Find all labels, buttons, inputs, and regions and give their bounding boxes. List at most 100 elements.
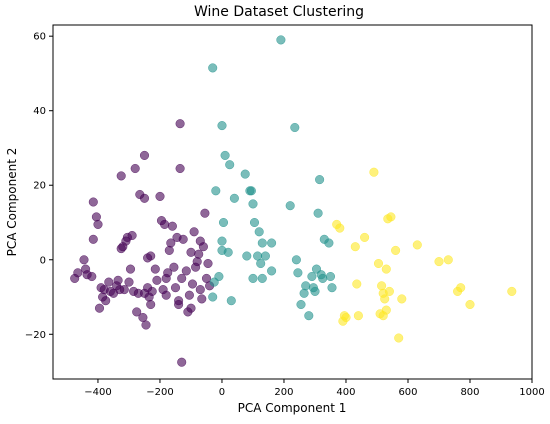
data-point [94, 303, 105, 313]
x-tick-label: 1000 [519, 387, 544, 398]
data-point [299, 288, 309, 298]
data-point [170, 283, 181, 293]
data-point [150, 264, 160, 274]
data-point [195, 236, 205, 246]
data-point [276, 35, 286, 45]
data-point [116, 171, 126, 181]
data-point [217, 121, 227, 131]
data-point [341, 312, 351, 323]
data-point [104, 277, 114, 287]
y-axis-label: PCA Component 2 [5, 148, 19, 257]
data-point [197, 294, 207, 304]
data-point [87, 271, 97, 282]
data-point [507, 286, 517, 296]
data-point [169, 262, 179, 272]
data-point [285, 201, 295, 211]
data-point [211, 186, 221, 196]
data-point [248, 199, 258, 209]
data-point [79, 255, 89, 265]
data-point [391, 245, 401, 255]
data-point [301, 281, 311, 291]
data-point [93, 219, 103, 229]
data-point [175, 163, 185, 174]
cluster-1-points [208, 35, 337, 321]
data-point [113, 275, 123, 285]
data-point [220, 150, 230, 160]
data-point [186, 303, 196, 313]
data-point [378, 288, 388, 298]
data-point [146, 251, 156, 261]
y-axis: −20 0 20 40 60 [25, 32, 53, 341]
data-point [139, 193, 150, 203]
x-tick-label: −400 [84, 387, 111, 398]
y-tick-label: −20 [25, 330, 46, 341]
plot-frame [52, 24, 533, 380]
data-point [225, 160, 235, 170]
data-point [218, 217, 229, 228]
x-tick-label: 400 [336, 387, 355, 398]
data-point [125, 264, 136, 274]
data-point [146, 299, 156, 310]
data-point [223, 247, 233, 257]
data-point [256, 258, 266, 269]
data-point [139, 150, 150, 160]
data-point [307, 271, 317, 282]
data-point [465, 299, 475, 310]
data-point [325, 271, 336, 282]
data-point [257, 273, 267, 283]
x-axis: −400 −200 0 200 400 600 800 1000 [84, 379, 545, 398]
data-point [254, 227, 264, 237]
y-tick-label: 60 [33, 32, 46, 43]
chart-title: Wine Dataset Clustering [194, 4, 364, 20]
data-point [164, 245, 174, 255]
data-point [187, 279, 198, 289]
cluster-2-points [332, 167, 517, 343]
data-point [127, 230, 137, 241]
data-point [260, 251, 270, 261]
data-point [313, 208, 323, 218]
y-tick-label: 20 [33, 181, 46, 192]
data-point [352, 279, 362, 289]
data-point [177, 357, 187, 367]
data-point [141, 320, 151, 330]
data-point [381, 264, 391, 274]
data-point [160, 219, 170, 229]
data-point [139, 288, 150, 298]
data-point [242, 251, 252, 261]
data-point [373, 258, 384, 269]
data-point [267, 238, 277, 248]
x-axis-label: PCA Component 1 [238, 401, 347, 415]
x-tick-label: 800 [460, 387, 479, 398]
data-point [177, 273, 187, 283]
data-point [119, 285, 129, 295]
data-point [195, 285, 205, 295]
data-point [186, 247, 196, 257]
data-point [360, 232, 370, 242]
data-point [397, 294, 407, 304]
data-point [310, 286, 320, 296]
data-point [166, 238, 176, 248]
data-point [200, 208, 210, 218]
y-tick-label: 0 [40, 255, 46, 266]
data-point [178, 234, 188, 244]
data-point [88, 197, 98, 207]
data-point [155, 191, 165, 201]
data-point [412, 240, 422, 250]
data-point [267, 266, 277, 276]
data-point [324, 238, 334, 248]
data-point [290, 122, 300, 133]
plot-points [70, 35, 517, 367]
data-point [161, 273, 171, 283]
data-point [293, 268, 303, 278]
data-point [101, 296, 111, 306]
data-point [369, 167, 379, 177]
data-point [130, 163, 140, 174]
data-point [318, 273, 328, 283]
data-point [217, 236, 227, 246]
data-point [229, 193, 239, 203]
data-point [167, 221, 177, 231]
data-point [124, 277, 134, 287]
data-point [161, 290, 171, 300]
x-tick-label: −200 [146, 387, 173, 398]
